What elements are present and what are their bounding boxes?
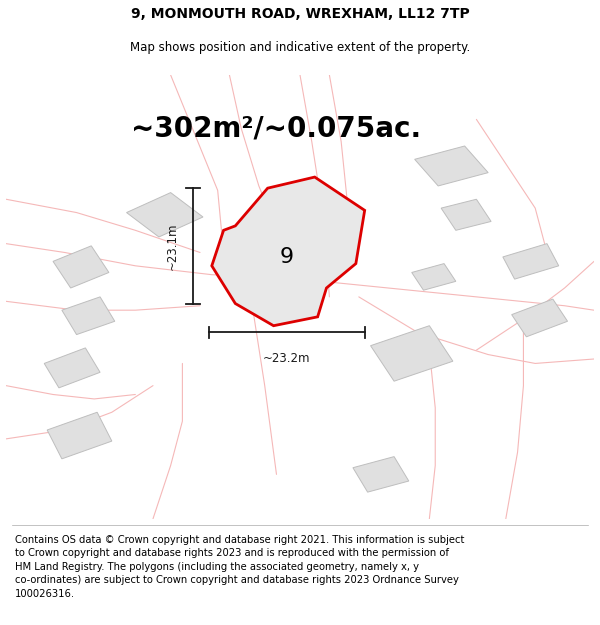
- Text: Contains OS data © Crown copyright and database right 2021. This information is : Contains OS data © Crown copyright and d…: [15, 534, 464, 599]
- Text: Map shows position and indicative extent of the property.: Map shows position and indicative extent…: [130, 41, 470, 54]
- Text: ~23.1m: ~23.1m: [165, 222, 178, 269]
- Polygon shape: [512, 299, 568, 337]
- Text: ~302m²/~0.075ac.: ~302m²/~0.075ac.: [131, 114, 422, 142]
- Polygon shape: [127, 192, 203, 237]
- Polygon shape: [412, 264, 456, 290]
- Polygon shape: [44, 348, 100, 388]
- Polygon shape: [415, 146, 488, 186]
- Polygon shape: [371, 326, 453, 381]
- Polygon shape: [47, 412, 112, 459]
- Text: ~23.2m: ~23.2m: [263, 352, 311, 366]
- Polygon shape: [53, 246, 109, 288]
- Text: 9, MONMOUTH ROAD, WREXHAM, LL12 7TP: 9, MONMOUTH ROAD, WREXHAM, LL12 7TP: [131, 8, 469, 21]
- Polygon shape: [212, 177, 365, 326]
- Polygon shape: [62, 297, 115, 334]
- Polygon shape: [353, 457, 409, 492]
- Polygon shape: [441, 199, 491, 230]
- Text: 9: 9: [280, 247, 294, 267]
- Polygon shape: [503, 244, 559, 279]
